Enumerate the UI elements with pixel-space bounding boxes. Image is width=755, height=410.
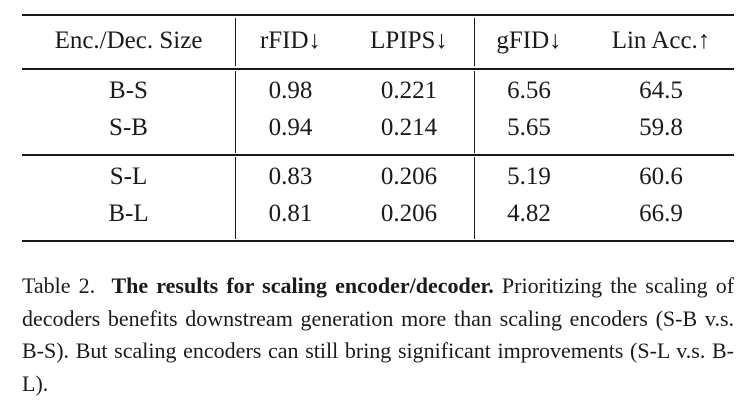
row-lin-acc: 60.6 [639, 163, 683, 190]
header-gfid: gFID↓ [496, 27, 562, 54]
table-caption: Table 2. The results for scaling encoder… [22, 270, 734, 400]
row-gfid: 5.19 [507, 163, 551, 190]
row-lpips: 0.206 [380, 200, 438, 227]
column-separator [235, 71, 237, 153]
row-config: S-B [109, 114, 148, 141]
caption-title: The results for scaling encoder/decoder. [111, 273, 494, 298]
table-top-rule [22, 14, 734, 16]
header-enc-dec-size: Enc./Dec. Size [54, 27, 203, 54]
caption-label: Table 2. [22, 273, 96, 298]
table-header-rule [22, 68, 734, 70]
row-rfid: 0.98 [268, 77, 313, 104]
table-bottom-rule [22, 240, 734, 242]
caption-body: Prioritizing the scaling of decoders ben… [22, 273, 735, 396]
table-group-rule [22, 154, 734, 156]
column-separator [474, 71, 476, 153]
row-lpips: 0.221 [380, 77, 438, 104]
header-lpips: LPIPS↓ [370, 27, 448, 54]
header-lin-acc: Lin Acc.↑ [611, 27, 711, 54]
column-separator [235, 18, 237, 66]
column-separator [235, 157, 237, 239]
row-config: B-S [109, 77, 148, 104]
header-rfid: rFID↓ [259, 27, 322, 54]
row-gfid: 5.65 [507, 114, 551, 141]
row-config: B-L [108, 200, 149, 227]
row-lin-acc: 59.8 [639, 114, 683, 141]
row-lin-acc: 66.9 [639, 200, 683, 227]
row-lpips: 0.206 [380, 163, 438, 190]
row-gfid: 4.82 [507, 200, 551, 227]
row-lin-acc: 64.5 [639, 77, 683, 104]
column-separator [474, 18, 476, 66]
row-gfid: 6.56 [507, 77, 551, 104]
row-lpips: 0.214 [380, 114, 438, 141]
row-rfid: 0.81 [268, 200, 313, 227]
row-config: S-L [109, 163, 148, 190]
row-rfid: 0.83 [268, 163, 313, 190]
row-rfid: 0.94 [268, 114, 313, 141]
column-separator [474, 157, 476, 239]
